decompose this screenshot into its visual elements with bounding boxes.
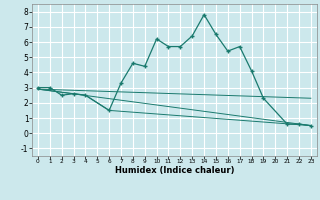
X-axis label: Humidex (Indice chaleur): Humidex (Indice chaleur) [115, 166, 234, 175]
